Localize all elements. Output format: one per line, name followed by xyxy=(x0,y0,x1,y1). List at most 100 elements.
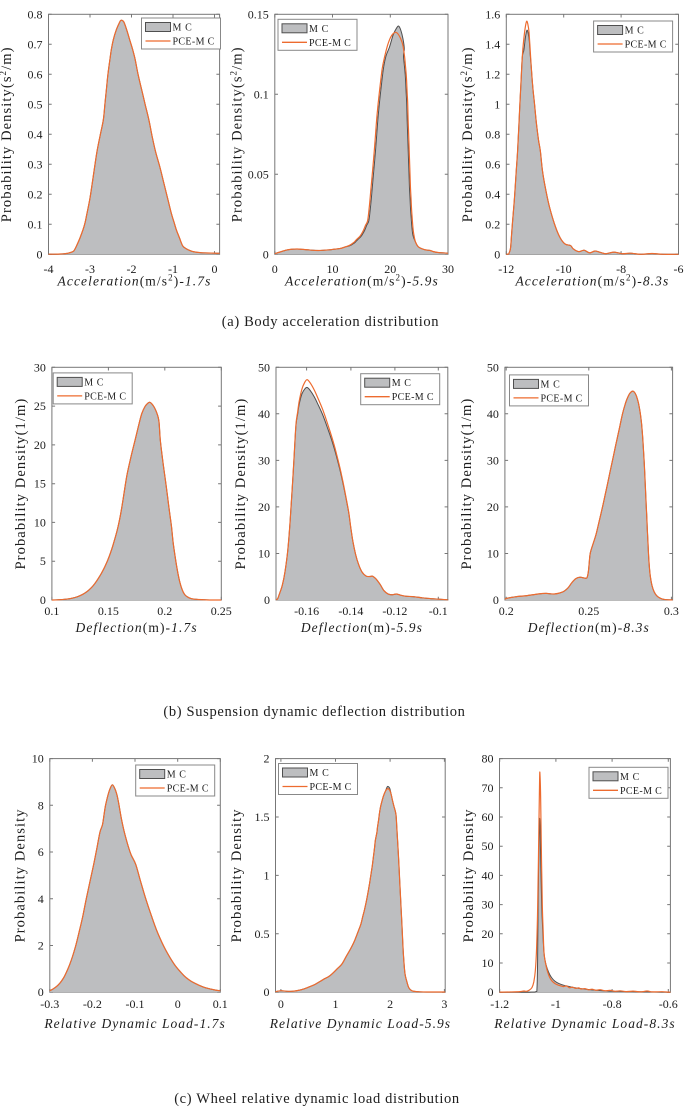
svg-text:-0.14: -0.14 xyxy=(338,604,363,618)
svg-text:PCE-M C: PCE-M C xyxy=(84,391,126,402)
svg-text:4: 4 xyxy=(38,892,44,906)
svg-text:PCE-M C: PCE-M C xyxy=(625,40,667,51)
svg-text:M C: M C xyxy=(167,770,187,781)
svg-text:0.1: 0.1 xyxy=(213,997,228,1011)
svg-text:40: 40 xyxy=(487,407,499,421)
svg-text:Probability Density: Probability Density xyxy=(229,808,245,942)
svg-text:0.8: 0.8 xyxy=(485,127,500,141)
svg-text:30: 30 xyxy=(487,453,499,467)
svg-text:30: 30 xyxy=(34,360,46,374)
svg-text:1: 1 xyxy=(264,868,270,882)
svg-text:80: 80 xyxy=(482,752,494,766)
svg-text:0: 0 xyxy=(264,985,270,999)
svg-text:0: 0 xyxy=(493,593,499,607)
svg-text:20: 20 xyxy=(384,262,396,276)
svg-text:-3: -3 xyxy=(85,262,95,276)
svg-text:0.3: 0.3 xyxy=(664,604,679,618)
svg-text:70: 70 xyxy=(482,781,494,795)
svg-text:-0.2: -0.2 xyxy=(83,997,102,1011)
svg-text:3: 3 xyxy=(441,997,447,1011)
svg-text:15: 15 xyxy=(34,477,46,491)
svg-text:-0.12: -0.12 xyxy=(382,604,407,618)
svg-text:0.15: 0.15 xyxy=(98,604,119,618)
svg-text:10: 10 xyxy=(327,262,339,276)
svg-text:Probability Density(s2/m): Probability Density(s2/m) xyxy=(229,46,246,222)
svg-text:30: 30 xyxy=(482,898,494,912)
svg-text:10: 10 xyxy=(258,547,270,561)
svg-text:0: 0 xyxy=(272,262,278,276)
svg-text:M C: M C xyxy=(392,378,412,389)
svg-text:-0.1: -0.1 xyxy=(429,604,448,618)
svg-text:M C: M C xyxy=(173,23,193,34)
svg-text:0.6: 0.6 xyxy=(28,67,43,81)
svg-text:0: 0 xyxy=(40,593,46,607)
svg-text:0: 0 xyxy=(278,997,284,1011)
svg-text:PCE-M C: PCE-M C xyxy=(392,392,434,403)
svg-text:0.5: 0.5 xyxy=(28,97,43,111)
svg-text:-2: -2 xyxy=(127,262,137,276)
svg-text:-12: -12 xyxy=(498,262,514,276)
svg-text:Deflection(m)-1.7s: Deflection(m)-1.7s xyxy=(75,620,198,635)
svg-text:20: 20 xyxy=(482,927,494,941)
svg-text:8: 8 xyxy=(38,798,44,812)
svg-text:-1: -1 xyxy=(551,997,561,1011)
svg-text:PCE-M C: PCE-M C xyxy=(167,784,209,795)
svg-text:PCE-M C: PCE-M C xyxy=(309,38,351,49)
svg-text:10: 10 xyxy=(34,515,46,529)
svg-text:M C: M C xyxy=(541,379,561,390)
svg-text:0.4: 0.4 xyxy=(485,187,500,201)
svg-text:0.1: 0.1 xyxy=(44,604,59,618)
svg-text:30: 30 xyxy=(442,262,454,276)
svg-text:(b) Suspension dynamic deflect: (b) Suspension dynamic deflection distri… xyxy=(163,704,465,720)
svg-text:0.2: 0.2 xyxy=(157,604,172,618)
svg-text:5: 5 xyxy=(40,554,46,568)
svg-text:20: 20 xyxy=(258,500,270,514)
svg-text:50: 50 xyxy=(482,839,494,853)
svg-text:Probability Density: Probability Density xyxy=(461,808,477,942)
svg-text:0.25: 0.25 xyxy=(211,604,232,618)
svg-text:30: 30 xyxy=(258,453,270,467)
svg-text:10: 10 xyxy=(32,752,44,766)
svg-text:-0.6: -0.6 xyxy=(659,997,678,1011)
svg-text:M C: M C xyxy=(620,772,640,783)
svg-text:0.5: 0.5 xyxy=(255,927,270,941)
svg-text:40: 40 xyxy=(482,868,494,882)
svg-text:0.2: 0.2 xyxy=(499,604,514,618)
svg-text:10: 10 xyxy=(482,956,494,970)
svg-text:Acceleration(m/s2)-1.7s: Acceleration(m/s2)-1.7s xyxy=(57,273,212,289)
svg-text:-1: -1 xyxy=(168,262,178,276)
svg-text:Deflection(m)-8.3s: Deflection(m)-8.3s xyxy=(527,620,650,635)
svg-text:-6: -6 xyxy=(674,262,684,276)
svg-text:Probability Density(1/m): Probability Density(1/m) xyxy=(13,398,29,570)
svg-text:0.6: 0.6 xyxy=(485,157,500,171)
svg-text:PCE-M C: PCE-M C xyxy=(173,37,215,48)
svg-text:Probability Density(s2/m): Probability Density(s2/m) xyxy=(459,46,476,222)
svg-text:1.4: 1.4 xyxy=(485,37,500,51)
svg-text:M C: M C xyxy=(310,768,330,779)
svg-text:PCE-M C: PCE-M C xyxy=(310,782,352,793)
svg-text:25: 25 xyxy=(34,399,46,413)
svg-text:Deflection(m)-5.9s: Deflection(m)-5.9s xyxy=(300,620,423,635)
svg-text:0.25: 0.25 xyxy=(578,604,599,618)
svg-text:20: 20 xyxy=(34,438,46,452)
svg-text:1.2: 1.2 xyxy=(485,67,500,81)
svg-text:40: 40 xyxy=(258,407,270,421)
svg-text:50: 50 xyxy=(487,360,499,374)
svg-text:Relative Dynamic Load-1.7s: Relative Dynamic Load-1.7s xyxy=(43,1016,225,1031)
svg-text:-0.16: -0.16 xyxy=(294,604,319,618)
svg-text:-0.8: -0.8 xyxy=(603,997,622,1011)
svg-text:(a) Body acceleration distribu: (a) Body acceleration distribution xyxy=(222,314,439,330)
svg-text:Probability Density(s2/m): Probability Density(s2/m) xyxy=(0,46,15,222)
svg-text:(c) Wheel relative dynamic loa: (c) Wheel relative dynamic load distribu… xyxy=(174,1091,460,1107)
svg-text:PCE-M C: PCE-M C xyxy=(541,393,583,404)
svg-text:60: 60 xyxy=(482,810,494,824)
svg-text:PCE-M C: PCE-M C xyxy=(620,786,662,797)
svg-text:0.7: 0.7 xyxy=(28,37,43,51)
svg-text:0.2: 0.2 xyxy=(28,187,43,201)
svg-text:0: 0 xyxy=(263,247,269,261)
svg-text:-8: -8 xyxy=(616,262,626,276)
svg-text:0.2: 0.2 xyxy=(485,217,500,231)
svg-text:2: 2 xyxy=(38,939,44,953)
svg-text:2: 2 xyxy=(264,752,270,766)
svg-text:-4: -4 xyxy=(44,262,54,276)
